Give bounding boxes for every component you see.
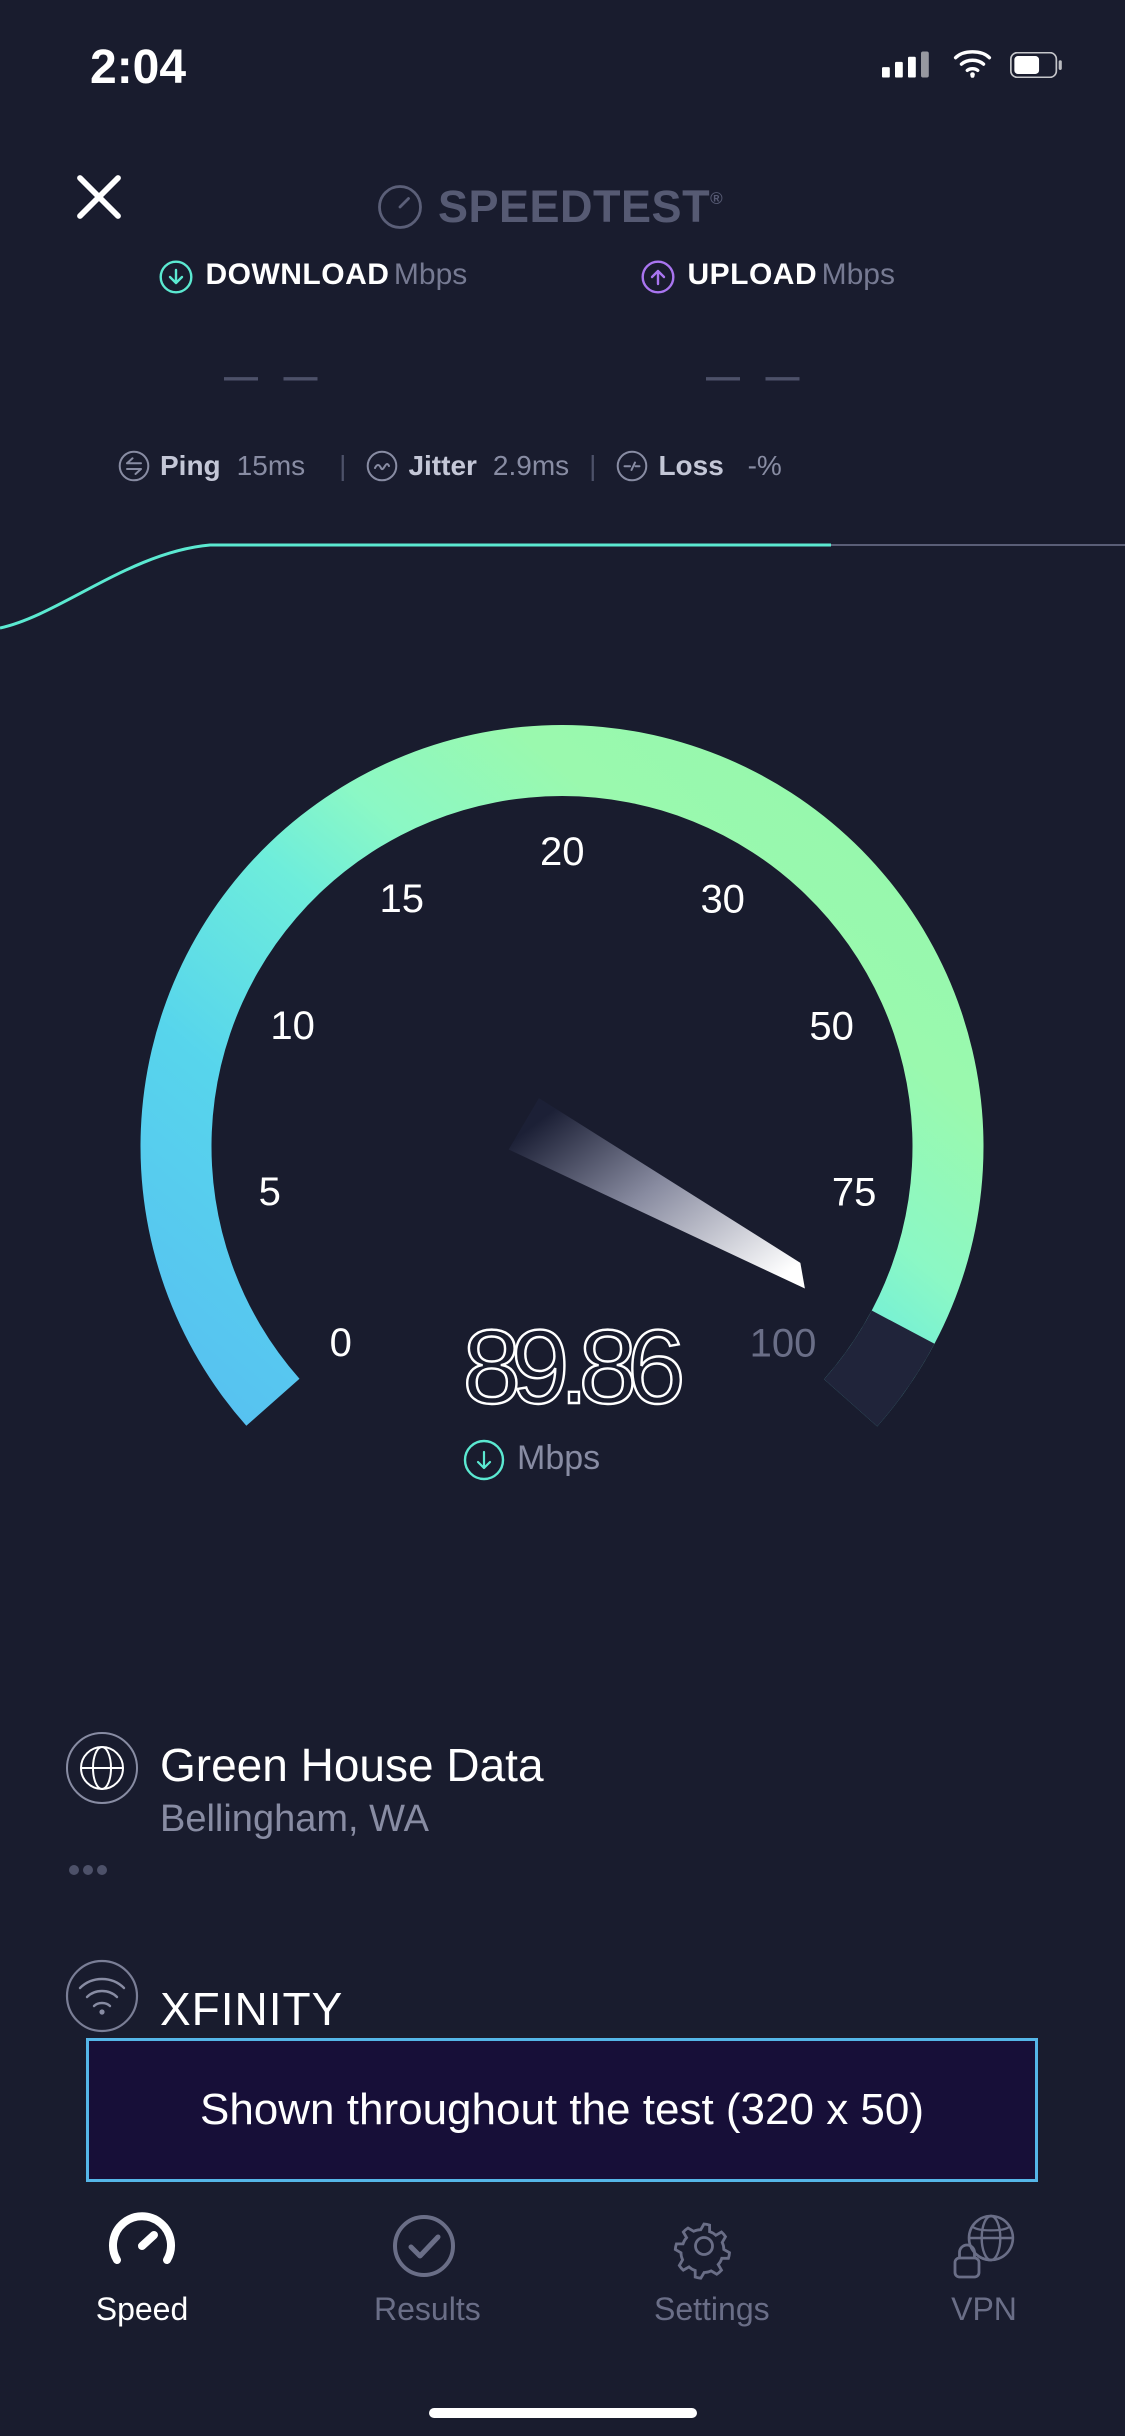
svg-text:5: 5: [259, 1170, 281, 1214]
svg-text:10: 10: [270, 1004, 315, 1048]
svg-text:20: 20: [540, 830, 585, 874]
svg-text:0: 0: [330, 1321, 352, 1365]
svg-text:50: 50: [809, 1005, 854, 1049]
svg-text:75: 75: [832, 1170, 877, 1214]
svg-text:89.86: 89.86: [463, 1309, 681, 1426]
svg-text:15: 15: [380, 877, 425, 921]
svg-text:30: 30: [700, 878, 745, 922]
svg-text:100: 100: [750, 1322, 817, 1366]
svg-text:Mbps: Mbps: [517, 1439, 600, 1477]
